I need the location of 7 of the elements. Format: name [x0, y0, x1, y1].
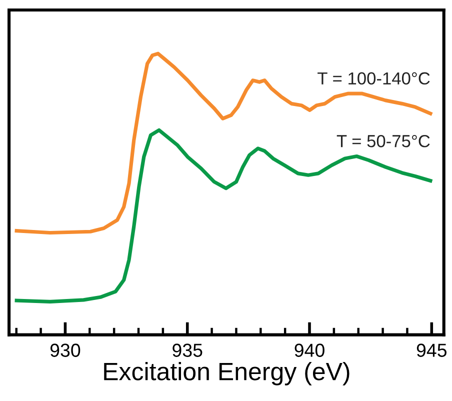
- x-tick-label: 940: [294, 344, 324, 357]
- x-axis-title: Excitation Energy (eV): [104, 362, 350, 386]
- x-tick-label: 935: [172, 344, 202, 357]
- x-tick-label: 945: [416, 344, 447, 357]
- x-tick-label: 930: [50, 344, 80, 357]
- series-label: T = 50-75°C: [336, 134, 430, 148]
- series-label: T = 100-140°C: [318, 72, 430, 85]
